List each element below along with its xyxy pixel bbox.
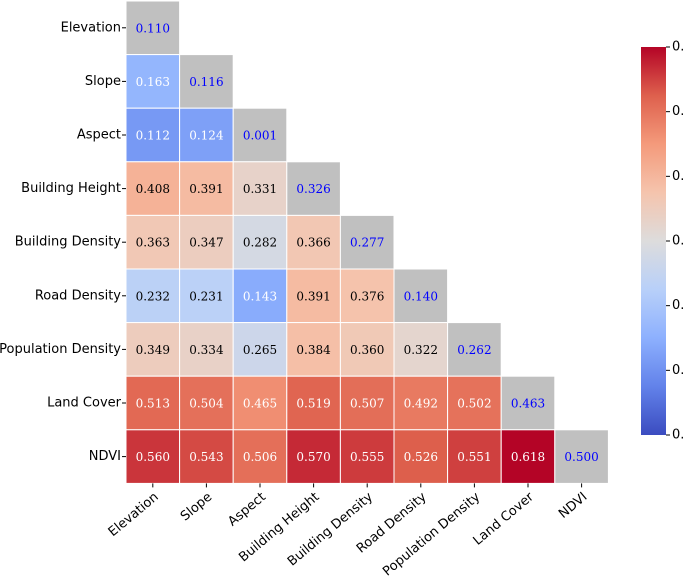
heatmap-cell — [179, 322, 234, 377]
heatmap-cell — [232, 429, 288, 484]
cell-value-label: 0.376 — [350, 289, 384, 303]
heatmap-cell — [232, 375, 288, 431]
heatmap-cell — [339, 268, 395, 324]
cell-value-label: 0.408 — [136, 182, 170, 196]
cell-value-label: 0.506 — [243, 450, 277, 464]
cell-value-label: 0.143 — [243, 289, 277, 303]
heatmap-cell — [286, 214, 341, 270]
cell-value-label: 0.262 — [457, 343, 491, 357]
heatmap-cell — [125, 429, 181, 484]
heatmap-cell — [500, 375, 556, 431]
cell-value-label: 0.231 — [189, 289, 223, 303]
heatmap-cell — [447, 429, 502, 484]
cell-value-label: 0.513 — [136, 397, 170, 411]
cell-value-label: 0.124 — [189, 129, 224, 143]
cell-value-label: 0.618 — [511, 450, 545, 464]
heatmap-cell — [286, 268, 341, 324]
y-tick-label: Aspect — [77, 128, 121, 143]
cell-value-label: 0.543 — [189, 450, 223, 464]
cell-value-label: 0.555 — [350, 450, 384, 464]
heatmap-cell — [393, 322, 449, 377]
cell-value-label: 0.526 — [404, 450, 438, 464]
cell-value-label: 0.163 — [136, 75, 170, 89]
y-tick-label: Slope — [85, 74, 121, 89]
heatmap-cell — [286, 161, 341, 216]
cell-value-label: 0.570 — [296, 450, 330, 464]
heatmap-cell — [232, 268, 288, 324]
cell-value-label: 0.391 — [296, 289, 330, 303]
colorbar-tick-label: 0.4 — [672, 169, 685, 184]
cell-value-label: 0.334 — [189, 343, 224, 357]
heatmap-cell — [125, 322, 181, 377]
cell-value-label: 0.504 — [189, 397, 224, 411]
colorbar — [641, 47, 666, 435]
heatmap-cell — [179, 161, 234, 216]
cell-value-label: 0.463 — [511, 397, 545, 411]
heatmap-cell — [554, 429, 609, 484]
x-tick-label: Slope — [178, 490, 215, 525]
cell-value-label: 0.112 — [136, 129, 170, 143]
colorbar-tick-label: 0.1 — [672, 363, 685, 378]
cell-value-label: 0.507 — [350, 397, 384, 411]
colorbar-tick-label: 0.0 — [672, 428, 685, 443]
cell-value-label: 0.551 — [457, 450, 491, 464]
y-tick-label: Building Height — [21, 181, 121, 196]
heatmap-cell — [447, 322, 502, 377]
x-tick-label: Population Density — [380, 489, 483, 579]
heatmap-grid: 0.110 0.163 0.116 0.112 0.124 0.001 0.408 0.391… — [125, 0, 609, 484]
colorbar-tick-label: 0.3 — [672, 234, 685, 249]
cell-value-label: 0.110 — [136, 21, 170, 35]
heatmap-cell — [179, 268, 234, 324]
heatmap-cell — [125, 0, 181, 56]
cell-value-label: 0.282 — [243, 236, 277, 250]
cell-value-label: 0.322 — [404, 343, 438, 357]
x-tick-label: Aspect — [225, 490, 268, 530]
cell-value-label: 0.326 — [296, 182, 330, 196]
cell-value-label: 0.331 — [243, 182, 277, 196]
heatmap-cell — [286, 429, 341, 484]
heatmap-cell — [179, 54, 234, 109]
y-tick-label: Land Cover — [47, 396, 122, 411]
y-tick-label: NDVI — [89, 449, 121, 464]
colorbar-tick-label: 0.5 — [672, 104, 685, 119]
heatmap-cell — [179, 214, 234, 270]
cell-value-label: 0.277 — [350, 236, 384, 250]
y-tick-label: Elevation — [61, 20, 121, 35]
cell-value-label: 0.140 — [404, 289, 438, 303]
cell-value-label: 0.265 — [243, 343, 277, 357]
heatmap-cell — [393, 429, 449, 484]
cell-value-label: 0.500 — [564, 450, 598, 464]
heatmap-cell — [393, 268, 449, 324]
heatmap-cell — [125, 375, 181, 431]
cell-value-label: 0.519 — [296, 397, 330, 411]
cell-value-label: 0.363 — [136, 236, 170, 250]
cell-value-label: 0.366 — [296, 236, 330, 250]
y-tick-label: Road Density — [35, 288, 121, 303]
cell-value-label: 0.384 — [296, 343, 331, 357]
cell-value-label: 0.391 — [189, 182, 223, 196]
cell-value-label: 0.349 — [136, 343, 170, 357]
x-tick-label: NDVI — [556, 490, 590, 522]
cell-value-label: 0.116 — [189, 75, 223, 89]
colorbar-tick-label: 0.2 — [672, 298, 685, 313]
colorbar-tick-label: 0.6 — [672, 40, 685, 55]
cell-value-label: 0.465 — [243, 397, 277, 411]
cell-value-label: 0.502 — [457, 397, 491, 411]
heatmap-cell — [125, 54, 181, 109]
heatmap-cell — [286, 322, 341, 377]
y-tick-label: Population Density — [0, 342, 121, 357]
y-tick-label: Building Density — [15, 235, 122, 250]
cell-value-label: 0.360 — [350, 343, 384, 357]
cell-value-label: 0.560 — [136, 450, 170, 464]
cell-value-label: 0.492 — [404, 397, 438, 411]
cell-value-label: 0.347 — [189, 236, 223, 250]
x-tick-label: Elevation — [106, 490, 162, 540]
cell-value-label: 0.001 — [243, 129, 277, 143]
cell-value-label: 0.232 — [136, 289, 170, 303]
heatmap-cell — [232, 107, 288, 163]
